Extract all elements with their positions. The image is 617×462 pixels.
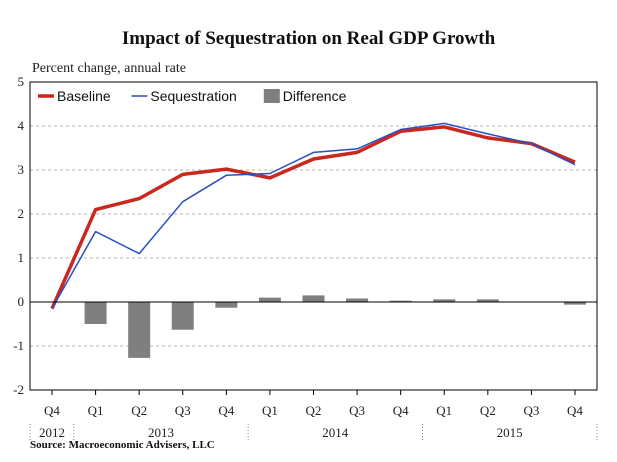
x-tick-label: Q3 [523,403,539,418]
grid-lines [30,125,597,347]
baseline-line [50,125,576,310]
year-label: 2013 [148,425,174,440]
series-lines [50,122,576,310]
difference-bar [564,302,586,305]
difference-bars [84,295,586,358]
year-label: 2012 [39,425,65,440]
x-tick-label: Q2 [306,403,322,418]
x-tick-label: Q2 [131,403,147,418]
difference-bar [389,300,412,302]
y-tick-label: 2 [18,206,25,221]
legend-label: Baseline [57,88,111,104]
y-tick-label: 0 [18,294,25,309]
x-tick-label: Q2 [480,403,496,418]
y-tick-label: 4 [18,118,25,133]
difference-bar [433,299,456,302]
y-tick-label: 3 [18,162,25,177]
y-tick-label: -2 [13,382,24,397]
difference-bar [84,302,107,324]
difference-bar [302,295,325,302]
x-tick-label: Q1 [436,403,452,418]
x-tick-label: Q1 [262,403,278,418]
x-tick-label: Q4 [393,403,409,418]
x-tick-label: Q4 [44,403,60,418]
y-tick-label: -1 [13,338,24,353]
axes: -2 -1 0 1 2 3 4 5 Q4 Q1 Q2 Q3 Q4 Q1 Q2 Q3 Q4 Q1 Q2 Q3 Q4 2012… [13,74,598,440]
legend: Baseline Sequestration Difference [38,88,347,104]
legend-label: Sequestration [150,88,236,104]
chart-title: Impact of Sequestration on Real GDP Grow… [121,28,496,49]
year-label: 2014 [322,425,349,440]
difference-bar [258,297,281,302]
difference-bar [128,302,151,358]
x-tick-label: Q4 [218,403,234,418]
y-tick-label: 5 [18,74,25,89]
difference-bar [215,302,238,308]
sequestration-line [51,122,576,309]
difference-bar [346,298,369,302]
x-tick-label: Q4 [567,403,583,418]
difference-bar [476,299,499,302]
year-label: 2015 [497,425,523,440]
legend-swatch [263,89,280,103]
plot-frame [29,81,598,391]
x-tick-label: Q3 [175,403,191,418]
y-axis-label: Percent change, annual rate [32,61,186,76]
source-note: Source: Macroeconomic Advisers, LLC [30,439,215,451]
x-tick-label: Q1 [88,403,104,418]
difference-bar [171,302,194,330]
legend-label: Difference [283,88,347,104]
y-tick-label: 1 [18,250,25,265]
x-tick-label: Q3 [349,403,365,418]
